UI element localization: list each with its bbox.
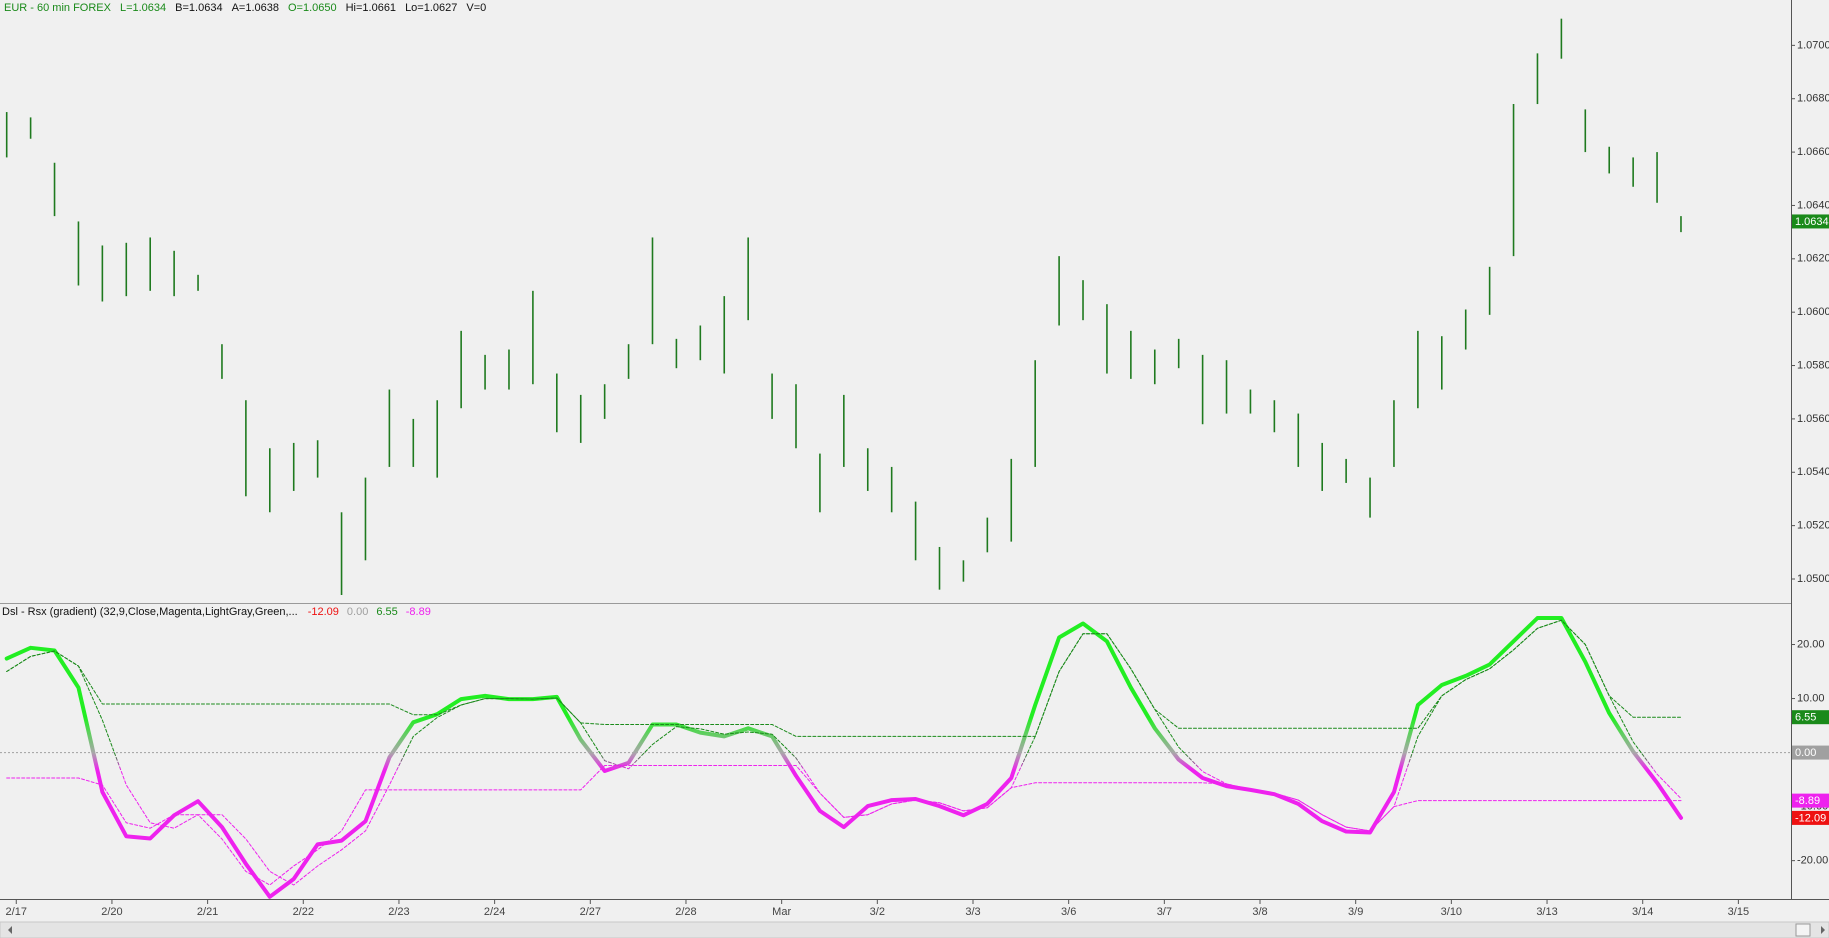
- zero-label-box: [1792, 745, 1829, 760]
- x-tick-label: 3/15: [1728, 906, 1749, 918]
- y-tick-label: 1.0660: [1797, 146, 1829, 158]
- indicator-line: [6, 619, 1682, 737]
- y-tick-label: 10.00: [1797, 692, 1825, 704]
- x-tick-label: 3/14: [1632, 906, 1653, 918]
- last-value-label-box: [1792, 810, 1829, 825]
- last-value-label: -12.09: [1795, 812, 1826, 824]
- y-tick-label: 1.0620: [1797, 253, 1829, 265]
- header-item: L=1.0634: [120, 2, 166, 14]
- header-item: V=0: [466, 2, 486, 14]
- last-price-label: 1.0634: [1795, 216, 1829, 228]
- x-tick-label: 2/21: [197, 906, 218, 918]
- y-tick-label: 1.0560: [1797, 413, 1829, 425]
- indicator-value: -12.09: [308, 606, 339, 618]
- header-item: Lo=1.0627: [405, 2, 457, 14]
- y-tick-label: 1.0600: [1797, 306, 1829, 318]
- x-tick-label: 2/17: [6, 906, 27, 918]
- x-tick-label: Mar: [772, 906, 791, 918]
- scrollbar[interactable]: [0, 921, 1829, 938]
- header-item: B=1.0634: [175, 2, 222, 14]
- indicator-title: Dsl - Rsx (gradient) (32,9,Close,Magenta…: [2, 606, 298, 618]
- x-tick-label: 3/9: [1348, 906, 1363, 918]
- scroll-left[interactable]: [8, 926, 12, 934]
- y-tick-label: 20.00: [1797, 638, 1825, 650]
- last-value-label: -8.89: [1795, 795, 1820, 807]
- y-tick-label: 1.0640: [1797, 199, 1829, 211]
- header-item: Hi=1.0661: [346, 2, 396, 14]
- x-tick-label: 2/20: [101, 906, 122, 918]
- indicator-value: 6.55: [376, 606, 397, 618]
- header-item: O=1.0650: [288, 2, 337, 14]
- indicator-value: -8.89: [406, 606, 431, 618]
- y-tick-label: -20.00: [1797, 855, 1828, 867]
- x-tick-label: 3/3: [965, 906, 980, 918]
- last-value-label-box: [1792, 710, 1829, 725]
- x-tick-label: 2/24: [484, 906, 505, 918]
- y-tick-label: 1.0520: [1797, 520, 1829, 532]
- x-tick-label: 2/27: [580, 906, 601, 918]
- y-tick-label: 1.0680: [1797, 93, 1829, 105]
- last-value-label-box: [1792, 793, 1829, 808]
- x-tick-label: 3/8: [1252, 906, 1267, 918]
- x-tick-label: 2/23: [388, 906, 409, 918]
- y-tick-label: 1.0500: [1797, 573, 1829, 585]
- x-tick-label: 2/22: [293, 906, 314, 918]
- x-tick-label: 3/7: [1157, 906, 1172, 918]
- x-tick-label: 3/10: [1441, 906, 1462, 918]
- indicator-line: [4, 616, 1683, 899]
- indicator-line: [6, 765, 1682, 886]
- scroll-right[interactable]: [1821, 926, 1825, 934]
- x-tick-label: 3/6: [1061, 906, 1076, 918]
- x-tick-label: 3/2: [870, 906, 885, 918]
- zero-label: 0.00: [1795, 747, 1816, 759]
- indicator-value: 0.00: [347, 606, 368, 618]
- last-value-label: 6.55: [1795, 712, 1816, 724]
- last-price-box: [1792, 214, 1829, 229]
- y-tick-label: 1.0540: [1797, 466, 1829, 478]
- header-item: A=1.0638: [232, 2, 279, 14]
- y-tick-label: 1.0580: [1797, 359, 1829, 371]
- y-tick-label: 1.0700: [1797, 39, 1829, 51]
- scroll-thumb[interactable]: [1795, 923, 1811, 937]
- header-item: EUR - 60 min FOREX: [4, 2, 112, 14]
- x-tick-label: 2/28: [675, 906, 696, 918]
- x-tick-label: 3/13: [1536, 906, 1557, 918]
